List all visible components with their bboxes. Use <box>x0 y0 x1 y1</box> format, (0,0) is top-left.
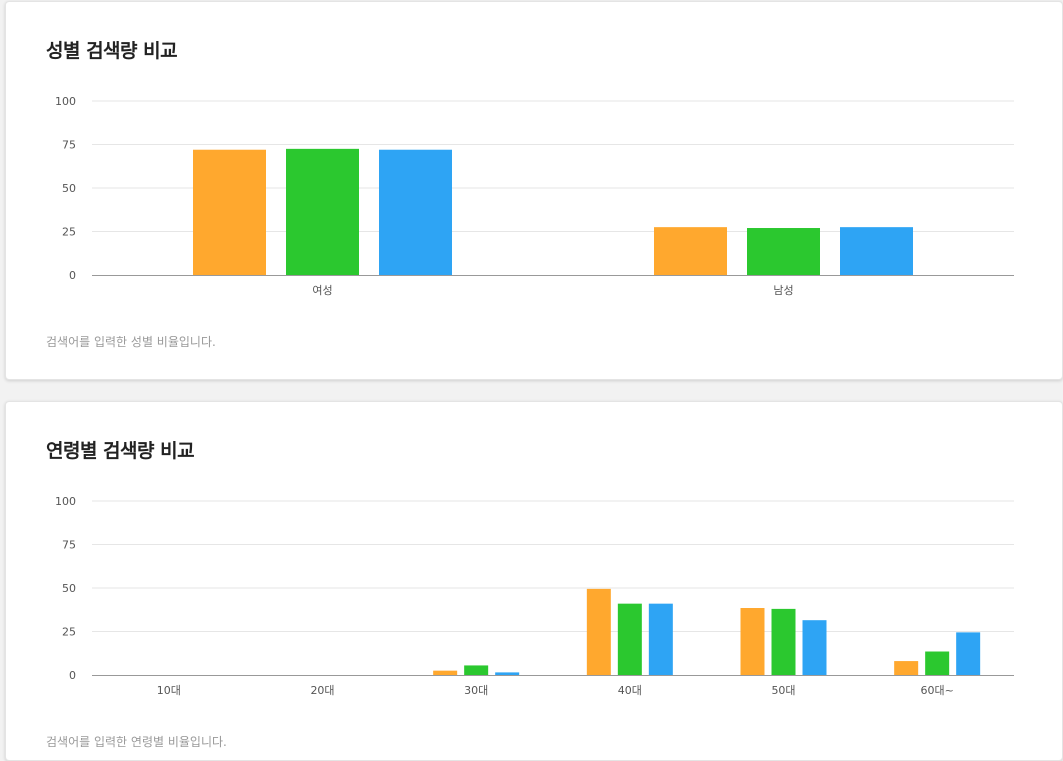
gender-y-tick-label: 50 <box>62 182 76 195</box>
gender-bar <box>286 148 359 275</box>
age-x-tick-label: 40대 <box>618 684 642 697</box>
age-bar <box>648 603 673 675</box>
age-bar <box>495 672 520 675</box>
gender-y-tick-label: 25 <box>62 226 76 239</box>
gender-bar <box>747 228 820 275</box>
age-bar <box>956 632 981 675</box>
gender-chart-card: 성별 검색량 비교 검색어를 입력한 성별 비율입니다. 0 25 50 75 100 여… <box>5 1 1063 380</box>
gender-bar <box>654 227 727 275</box>
age-chart-title: 연령별 검색량 비교 <box>46 440 195 462</box>
age-bar <box>586 588 611 675</box>
age-chart-card: 연령별 검색량 비교 검색어를 입력한 연령별 비율입니다. 0 25 50 75 10… <box>5 401 1063 761</box>
age-x-tick-label: 30대 <box>464 684 488 697</box>
age-bar <box>740 608 765 675</box>
age-y-tick-label: 50 <box>62 582 76 595</box>
gender-y-tick-label: 75 <box>62 139 76 152</box>
age-x-tick-label: 60대~ <box>920 684 953 697</box>
age-y-tick-label: 75 <box>62 539 76 552</box>
gender-chart-description: 검색어를 입력한 성별 비율입니다. <box>46 335 216 349</box>
age-bar <box>464 665 489 675</box>
age-y-tick-label: 25 <box>62 626 76 639</box>
gender-y-tick-label: 0 <box>69 269 76 282</box>
age-bar <box>925 651 950 675</box>
age-chart-svg: 0 25 50 75 100 10대 20대 30대 40대 50대 60대~ <box>55 495 1014 697</box>
gender-chart-svg: 0 25 50 75 100 여성 남성 <box>55 95 1014 297</box>
age-x-tick-label: 20대 <box>310 684 334 697</box>
gender-chart-title: 성별 검색량 비교 <box>46 40 178 62</box>
gender-x-tick-label: 남성 <box>773 284 793 297</box>
age-y-tick-label: 100 <box>55 495 76 508</box>
gender-y-tick-label: 100 <box>55 95 76 108</box>
age-y-tick-label: 0 <box>69 669 76 682</box>
gender-bar <box>840 227 913 275</box>
gender-x-tick-label: 여성 <box>312 284 332 297</box>
gender-bar <box>193 149 266 275</box>
age-bar <box>802 620 827 675</box>
age-chart-description: 검색어를 입력한 연령별 비율입니다. <box>46 735 227 749</box>
age-bar <box>433 670 458 675</box>
age-bar <box>894 661 919 675</box>
age-bar <box>617 603 642 675</box>
age-bar <box>771 608 796 675</box>
gender-bar <box>379 149 452 275</box>
age-x-tick-label: 50대 <box>771 684 795 697</box>
age-x-tick-label: 10대 <box>157 684 181 697</box>
